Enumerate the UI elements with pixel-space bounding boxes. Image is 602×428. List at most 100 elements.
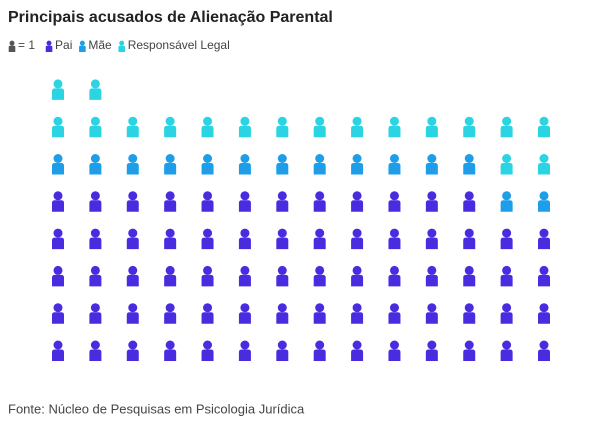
person-icon <box>388 265 401 287</box>
icon-body <box>238 349 251 361</box>
icon-body <box>463 125 476 138</box>
person-icon <box>500 191 513 212</box>
icon-body <box>388 163 401 175</box>
person-icon <box>201 116 214 138</box>
icon-head <box>90 303 100 313</box>
person-icon <box>351 116 364 138</box>
icon-head <box>277 265 287 275</box>
person-icon <box>52 303 64 324</box>
person-icon <box>89 79 102 100</box>
icon-head <box>165 265 175 275</box>
person-icon <box>351 265 364 287</box>
icon-head <box>539 191 549 201</box>
icon-head <box>90 265 100 275</box>
person-icon <box>164 340 177 361</box>
icon-head <box>502 340 512 350</box>
icon-head <box>427 116 437 126</box>
person-icon <box>238 228 251 250</box>
icon-head <box>539 340 549 350</box>
icon-head <box>539 228 549 238</box>
icon-body <box>89 125 102 138</box>
person-icon <box>52 265 64 287</box>
icon-body <box>89 349 102 361</box>
icon-head <box>389 228 399 238</box>
icon-head <box>165 303 175 313</box>
person-icon <box>118 40 126 52</box>
icon-head <box>464 228 474 238</box>
icon-body <box>52 88 64 100</box>
icon-body <box>201 200 214 212</box>
icon-body <box>238 312 251 324</box>
person-icon <box>164 154 177 175</box>
person-icon <box>463 303 476 324</box>
person-icon <box>276 228 289 250</box>
icon-body <box>388 349 401 361</box>
person-icon <box>500 228 513 250</box>
person-icon <box>500 154 513 175</box>
person-icon <box>463 116 476 138</box>
icon-head <box>315 265 325 275</box>
person-icon <box>538 265 550 287</box>
icon-head <box>203 303 213 313</box>
icon-head <box>240 265 250 275</box>
person-icon <box>313 303 326 324</box>
icon-body <box>52 200 64 212</box>
person-icon <box>238 265 251 287</box>
icon-body <box>164 349 177 361</box>
icon-body <box>52 237 64 250</box>
person-icon <box>425 340 438 361</box>
icon-head <box>128 265 138 275</box>
icon-body <box>538 312 550 324</box>
icon-head <box>389 303 399 313</box>
icon-head <box>240 340 250 350</box>
icon-body <box>388 274 401 287</box>
icon-body <box>238 125 251 138</box>
icon-head <box>464 265 474 275</box>
icon-body <box>425 200 438 212</box>
person-icon <box>164 303 177 324</box>
icon-head <box>389 191 399 201</box>
icon-body <box>52 163 64 175</box>
icon-body <box>89 163 102 175</box>
person-icon <box>538 154 550 175</box>
person-icon <box>538 303 550 324</box>
icon-head <box>90 340 100 350</box>
icon-body <box>351 312 364 324</box>
person-icon <box>52 191 64 212</box>
icon-head <box>128 340 138 350</box>
icon-head <box>128 191 138 201</box>
person-icon <box>276 116 289 138</box>
person-icon <box>79 40 86 52</box>
icon-body <box>201 125 214 138</box>
icon-body <box>126 125 139 138</box>
icon-head <box>128 116 138 126</box>
person-icon <box>388 116 401 138</box>
icon-head <box>502 191 512 201</box>
icon-body <box>89 274 102 287</box>
icon-body <box>126 312 139 324</box>
icon-body <box>463 237 476 250</box>
icon-head <box>315 228 325 238</box>
icon-body <box>388 237 401 250</box>
icon-body <box>538 163 550 175</box>
pictogram <box>52 79 550 361</box>
source: Fonte: Núcleo de Pesquisas em Psicologia… <box>8 401 305 416</box>
icon-head <box>352 340 362 350</box>
icon-body <box>388 312 401 324</box>
icon-head <box>315 340 325 350</box>
person-icon <box>89 228 102 250</box>
icon-head <box>427 340 437 350</box>
icon-head <box>464 303 474 313</box>
person-icon <box>164 116 177 138</box>
icon-head <box>352 303 362 313</box>
icon-body <box>89 88 102 100</box>
icon-head <box>90 116 100 126</box>
icon-body <box>238 163 251 175</box>
icon-body <box>425 312 438 324</box>
person-icon <box>276 154 289 175</box>
icon-head <box>203 228 213 238</box>
icon-body <box>164 200 177 212</box>
icon-head <box>502 116 512 126</box>
icon-body <box>313 274 326 287</box>
